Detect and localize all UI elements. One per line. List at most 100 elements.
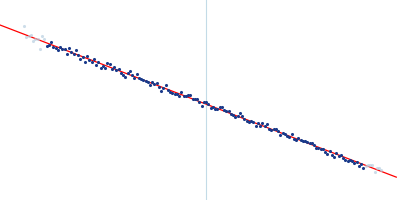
- Point: [68, 51, 74, 54]
- Point: [302, 139, 308, 142]
- Point: [52, 46, 59, 49]
- Point: [140, 78, 146, 81]
- Point: [86, 58, 92, 62]
- Point: [21, 25, 27, 28]
- Point: [28, 33, 34, 37]
- Point: [39, 35, 45, 38]
- Point: [32, 37, 39, 40]
- Point: [333, 152, 340, 155]
- Point: [102, 66, 108, 69]
- Point: [261, 125, 268, 128]
- Point: [124, 72, 131, 75]
- Point: [104, 62, 110, 65]
- Point: [84, 55, 90, 58]
- Point: [270, 128, 277, 131]
- Point: [290, 137, 297, 140]
- Point: [297, 139, 304, 142]
- Point: [288, 132, 295, 135]
- Point: [336, 155, 342, 158]
- Point: [266, 128, 272, 131]
- Point: [255, 121, 261, 125]
- Point: [360, 166, 367, 170]
- Point: [295, 137, 302, 140]
- Point: [372, 170, 378, 173]
- Point: [277, 133, 284, 137]
- Point: [264, 123, 270, 126]
- Point: [196, 100, 203, 104]
- Point: [208, 106, 214, 109]
- Point: [216, 105, 223, 108]
- Point: [144, 81, 151, 84]
- Point: [203, 101, 209, 104]
- Point: [282, 133, 288, 136]
- Point: [273, 127, 279, 130]
- Point: [41, 38, 48, 41]
- Point: [378, 168, 384, 171]
- Point: [158, 89, 164, 92]
- Point: [91, 57, 97, 61]
- Point: [257, 124, 263, 128]
- Point: [111, 66, 117, 69]
- Point: [250, 120, 256, 123]
- Point: [34, 38, 41, 41]
- Point: [311, 143, 317, 147]
- Point: [338, 153, 344, 157]
- Point: [212, 107, 218, 110]
- Point: [324, 153, 331, 156]
- Point: [120, 74, 126, 77]
- Point: [30, 40, 36, 43]
- Point: [75, 53, 81, 57]
- Point: [223, 109, 230, 112]
- Point: [138, 77, 144, 81]
- Point: [342, 158, 349, 161]
- Point: [106, 62, 113, 65]
- Point: [349, 159, 355, 162]
- Point: [97, 66, 104, 69]
- Point: [358, 162, 364, 165]
- Point: [214, 107, 220, 111]
- Point: [77, 57, 84, 60]
- Point: [95, 60, 102, 63]
- Point: [374, 167, 380, 170]
- Point: [194, 98, 200, 101]
- Point: [185, 93, 191, 96]
- Point: [190, 98, 196, 101]
- Point: [169, 92, 176, 95]
- Point: [73, 49, 79, 52]
- Point: [131, 76, 138, 79]
- Point: [174, 92, 180, 95]
- Point: [162, 84, 169, 87]
- Point: [322, 150, 328, 154]
- Point: [82, 60, 88, 64]
- Point: [246, 121, 252, 124]
- Point: [252, 124, 259, 127]
- Point: [113, 68, 120, 72]
- Point: [55, 48, 61, 52]
- Point: [237, 111, 243, 114]
- Point: [351, 161, 358, 164]
- Point: [46, 43, 52, 46]
- Point: [48, 41, 54, 44]
- Point: [23, 36, 30, 39]
- Point: [205, 103, 212, 106]
- Point: [187, 94, 194, 97]
- Point: [241, 118, 248, 121]
- Point: [192, 98, 198, 101]
- Point: [109, 67, 115, 70]
- Point: [234, 115, 241, 118]
- Point: [347, 159, 353, 162]
- Point: [367, 163, 373, 167]
- Point: [259, 121, 266, 125]
- Point: [313, 146, 320, 149]
- Point: [129, 74, 135, 77]
- Point: [88, 60, 95, 63]
- Point: [329, 153, 335, 157]
- Point: [154, 81, 160, 85]
- Point: [210, 106, 216, 109]
- Point: [142, 80, 149, 83]
- Point: [279, 132, 286, 135]
- Point: [160, 86, 167, 90]
- Point: [232, 115, 238, 118]
- Point: [50, 45, 56, 48]
- Point: [57, 45, 63, 49]
